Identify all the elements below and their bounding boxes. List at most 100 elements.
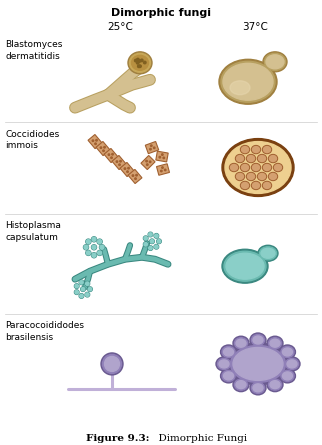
- Ellipse shape: [274, 165, 281, 170]
- Ellipse shape: [88, 287, 92, 291]
- Ellipse shape: [251, 163, 260, 171]
- Ellipse shape: [139, 65, 141, 68]
- Ellipse shape: [281, 347, 294, 357]
- Text: Blastomyces
dermatitidis: Blastomyces dermatitidis: [5, 40, 62, 61]
- Ellipse shape: [116, 161, 118, 162]
- Ellipse shape: [261, 248, 275, 258]
- Text: Dimorphic Fungi: Dimorphic Fungi: [152, 434, 248, 443]
- Ellipse shape: [251, 382, 264, 393]
- Ellipse shape: [263, 165, 270, 170]
- Ellipse shape: [222, 249, 268, 283]
- Ellipse shape: [151, 145, 152, 146]
- Ellipse shape: [103, 150, 104, 151]
- Ellipse shape: [267, 336, 283, 350]
- Ellipse shape: [162, 154, 163, 155]
- Ellipse shape: [230, 163, 239, 171]
- Ellipse shape: [233, 336, 249, 350]
- Ellipse shape: [216, 357, 232, 371]
- FancyBboxPatch shape: [96, 142, 110, 156]
- Ellipse shape: [225, 142, 291, 194]
- Ellipse shape: [144, 237, 147, 240]
- FancyBboxPatch shape: [145, 142, 159, 154]
- Ellipse shape: [263, 52, 287, 72]
- Ellipse shape: [84, 245, 88, 249]
- Ellipse shape: [270, 380, 280, 388]
- Ellipse shape: [80, 294, 83, 298]
- Ellipse shape: [247, 173, 255, 181]
- Ellipse shape: [279, 369, 296, 383]
- Ellipse shape: [219, 360, 229, 368]
- Ellipse shape: [85, 281, 90, 286]
- Ellipse shape: [137, 58, 139, 61]
- Ellipse shape: [266, 55, 284, 69]
- Ellipse shape: [286, 359, 298, 369]
- Ellipse shape: [79, 294, 84, 298]
- Ellipse shape: [222, 138, 294, 196]
- Ellipse shape: [241, 182, 250, 190]
- Ellipse shape: [131, 55, 148, 70]
- FancyBboxPatch shape: [120, 162, 134, 177]
- Ellipse shape: [219, 59, 277, 104]
- Ellipse shape: [128, 52, 152, 74]
- Ellipse shape: [92, 140, 94, 142]
- Ellipse shape: [263, 182, 270, 188]
- Ellipse shape: [217, 359, 231, 369]
- Ellipse shape: [236, 174, 243, 179]
- Ellipse shape: [137, 61, 139, 64]
- Ellipse shape: [80, 281, 83, 284]
- Ellipse shape: [154, 244, 159, 249]
- Ellipse shape: [236, 380, 246, 388]
- Ellipse shape: [147, 164, 148, 166]
- Ellipse shape: [222, 370, 235, 381]
- Ellipse shape: [258, 154, 267, 162]
- Ellipse shape: [234, 379, 248, 390]
- FancyBboxPatch shape: [156, 151, 168, 162]
- Ellipse shape: [250, 381, 266, 395]
- Ellipse shape: [270, 174, 277, 179]
- Ellipse shape: [222, 347, 235, 357]
- Ellipse shape: [81, 287, 85, 291]
- Ellipse shape: [154, 147, 155, 149]
- Ellipse shape: [250, 333, 266, 347]
- Ellipse shape: [242, 165, 249, 170]
- Ellipse shape: [248, 156, 254, 162]
- Ellipse shape: [252, 146, 260, 153]
- Ellipse shape: [85, 292, 90, 297]
- Ellipse shape: [252, 165, 260, 170]
- Ellipse shape: [235, 154, 244, 162]
- Ellipse shape: [157, 239, 161, 243]
- Ellipse shape: [279, 345, 296, 359]
- Ellipse shape: [221, 345, 237, 359]
- Ellipse shape: [259, 156, 266, 162]
- Ellipse shape: [81, 287, 85, 291]
- Ellipse shape: [138, 60, 141, 62]
- Ellipse shape: [221, 61, 275, 102]
- Ellipse shape: [253, 336, 263, 344]
- Ellipse shape: [223, 63, 273, 100]
- Ellipse shape: [241, 146, 250, 154]
- Ellipse shape: [251, 182, 260, 190]
- Ellipse shape: [155, 245, 158, 248]
- Ellipse shape: [86, 251, 91, 255]
- Ellipse shape: [74, 290, 79, 295]
- Ellipse shape: [129, 53, 150, 72]
- Ellipse shape: [99, 245, 105, 250]
- Ellipse shape: [74, 284, 79, 288]
- Ellipse shape: [83, 245, 89, 250]
- Ellipse shape: [91, 237, 97, 242]
- Ellipse shape: [100, 147, 102, 149]
- Ellipse shape: [258, 173, 267, 181]
- Ellipse shape: [236, 156, 243, 162]
- Ellipse shape: [269, 379, 281, 390]
- Ellipse shape: [111, 157, 112, 158]
- Text: Paracocoididodes
brasilensis: Paracocoididodes brasilensis: [5, 321, 84, 342]
- Ellipse shape: [137, 65, 140, 68]
- Ellipse shape: [104, 146, 105, 148]
- FancyBboxPatch shape: [104, 149, 118, 162]
- Ellipse shape: [287, 360, 297, 368]
- Ellipse shape: [140, 59, 143, 62]
- Ellipse shape: [95, 143, 96, 145]
- FancyBboxPatch shape: [141, 155, 155, 170]
- Ellipse shape: [120, 161, 121, 162]
- Ellipse shape: [270, 156, 277, 162]
